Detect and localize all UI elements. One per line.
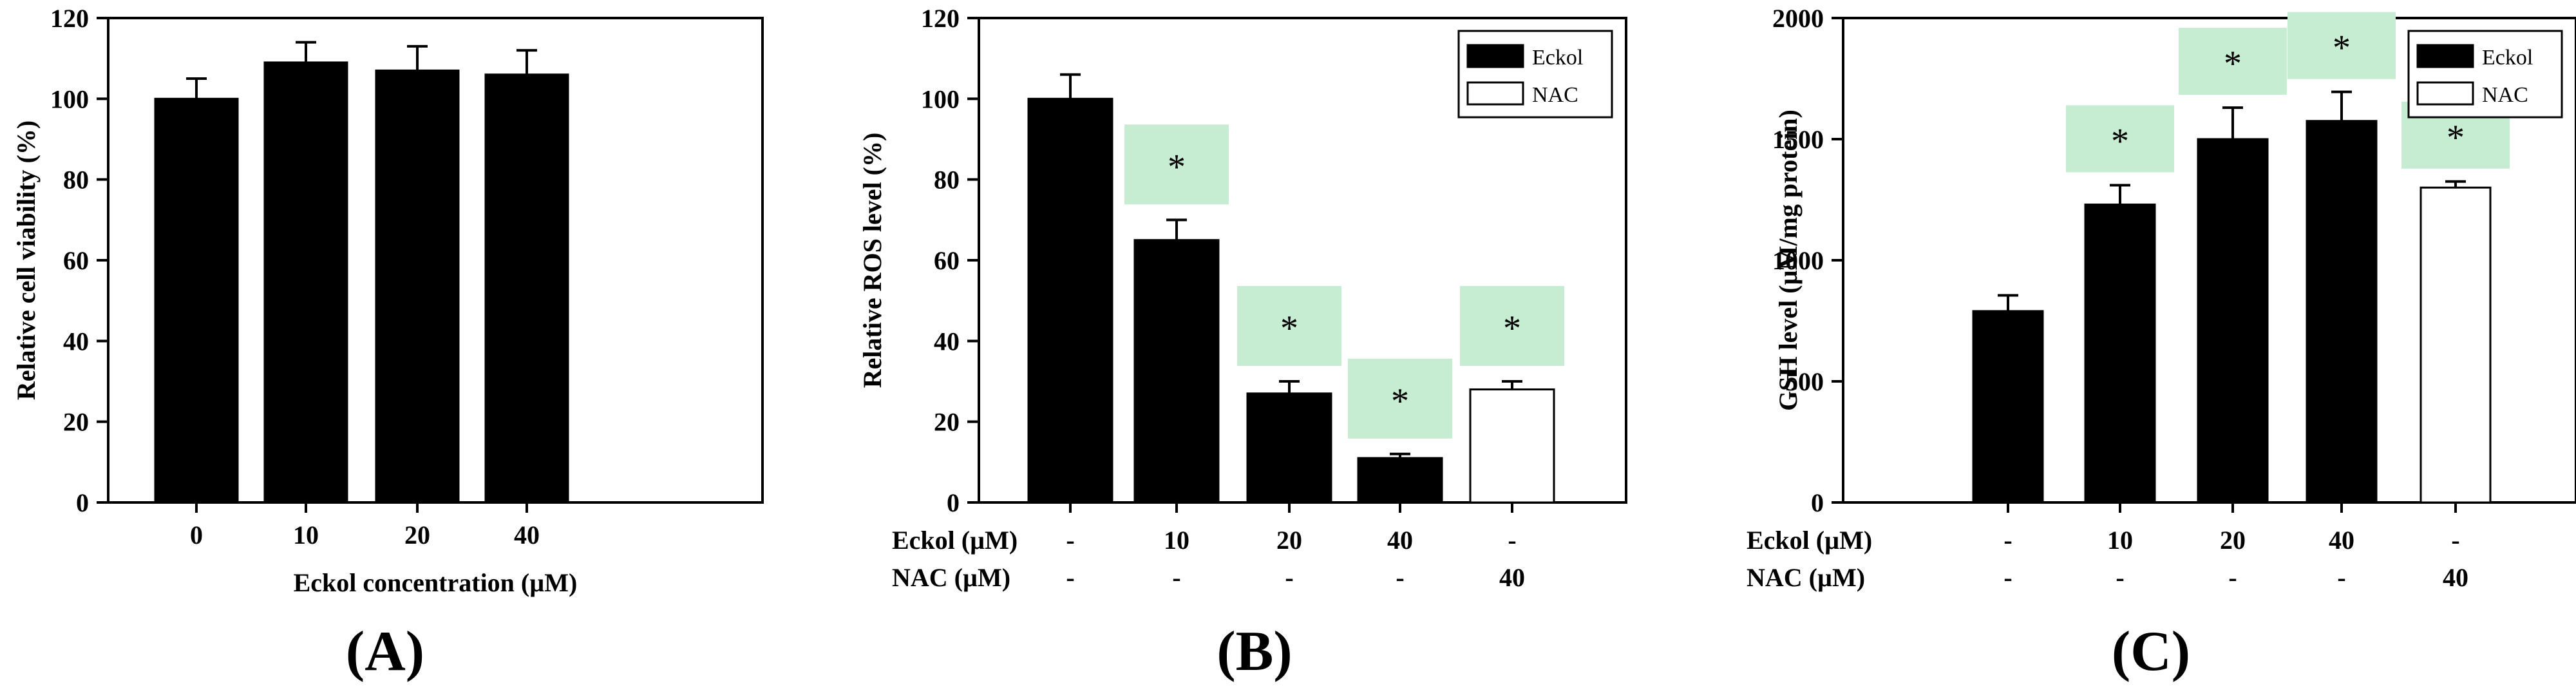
significance-star: * [2447,118,2465,158]
condition-value: - [1066,563,1074,592]
legend-label: Eckol [2482,46,2533,70]
bar-4 [484,73,569,504]
y-tick-label: 120 [50,4,89,33]
condition-value: 40 [1499,563,1525,592]
x-axis-label: Eckol concentration (µM) [294,568,578,597]
y-tick-label: 60 [934,246,960,275]
legend-label: Eckol [1532,46,1583,70]
condition-value: - [2003,563,2012,592]
panel-label: (B) [1217,620,1292,683]
y-tick-label: 100 [50,84,89,113]
bar-5 [2420,186,2492,504]
significance-star: * [1280,309,1298,348]
y-tick-label: 80 [63,166,89,195]
bar-5 [1469,388,1555,504]
y-tick-label: 1500 [1772,125,1824,154]
legend: Eckol NAC [2407,30,2563,119]
y-tick-label: 0 [947,488,960,517]
y-tick-label: 1000 [1772,246,1824,275]
significance-star: * [1168,147,1186,187]
legend-label: NAC [2482,83,2528,107]
condition-value: - [1066,526,1074,555]
significance-box [1460,286,1564,366]
legend-swatch [1466,44,1524,68]
condition-value: - [1285,563,1293,592]
y-tick-label: 0 [76,488,89,517]
x-tick-label: 0 [190,520,203,549]
panel-c: 0 500 1000 1500 2000 GSH level (µM/mg protein… [1747,4,2576,683]
panel-label: (A) [346,620,424,683]
bar-2 [1133,239,1220,504]
panel-b: 0 20 40 60 80 100 120 Relative ROS level (%) * * *… [858,4,1627,683]
significance-star: * [1503,309,1521,348]
condition-value: - [1508,526,1516,555]
condition-value: - [2228,563,2237,592]
bar-2 [263,61,348,504]
y-tick-label: 40 [63,327,89,356]
significance-box [2179,28,2287,95]
condition-row-label: Eckol (µM) [1747,526,1872,555]
bar-3 [375,69,460,504]
condition-value: 20 [2220,526,2246,555]
bar-4 [2306,120,2378,504]
condition-value: 20 [1276,526,1302,555]
condition-row-label: Eckol (µM) [892,526,1018,555]
condition-value: 40 [2329,526,2354,555]
y-tick-label: 0 [1811,488,1824,517]
condition-value: - [2116,563,2124,592]
x-tick-label: 20 [404,520,430,549]
condition-value: 10 [1164,526,1189,555]
y-tick-label: 2000 [1772,4,1824,33]
significance-star: * [2111,121,2129,161]
condition-value: 10 [2107,526,2133,555]
y-axis-label: GSH level (µM/mg protein) [1774,110,1803,411]
condition-row-label: NAC (µM) [892,563,1010,592]
legend-swatch [2416,81,2474,106]
significance-box [2287,12,2396,79]
y-tick-label: 120 [921,4,960,33]
legend-label: NAC [1532,83,1578,107]
condition-value: 40 [1387,526,1413,555]
bar-1 [1972,310,2044,504]
bar-3 [1246,392,1332,504]
condition-row-label: NAC (µM) [1747,563,1865,592]
y-tick-label: 20 [934,408,960,437]
condition-value: - [1396,563,1404,592]
bar-1 [154,97,239,504]
y-axis-label: Relative cell viability (%) [12,120,41,400]
condition-value: - [2337,563,2345,592]
bar-3 [2197,138,2269,504]
y-tick-label: 20 [63,408,89,437]
legend-swatch [1466,81,1524,106]
bar-1 [1027,97,1113,504]
significance-star: * [1391,381,1409,421]
y-tick-label: 500 [1785,367,1824,396]
condition-value: 40 [2443,563,2468,592]
significance-box [2066,105,2174,173]
y-tick-label: 40 [934,327,960,356]
significance-star: * [2224,44,2242,84]
significance-box [1348,358,1452,439]
x-tick-label: 40 [514,520,540,549]
y-tick-label: 100 [921,84,960,113]
legend-swatch [2416,44,2474,68]
y-tick-label: 60 [63,246,89,275]
bar-2 [2084,204,2156,504]
y-axis-label: Relative ROS level (%) [858,133,887,388]
significance-box [1237,286,1341,366]
condition-value: - [2003,526,2012,555]
significance-box [1124,124,1229,205]
panel-label: (C) [2112,620,2190,683]
x-tick-label: 10 [293,520,319,549]
bar-4 [1357,457,1443,504]
condition-value: - [2451,526,2459,555]
y-tick-label: 80 [934,166,960,195]
condition-value: - [1172,563,1180,592]
legend: Eckol NAC [1457,30,1613,119]
significance-star: * [2333,28,2351,68]
